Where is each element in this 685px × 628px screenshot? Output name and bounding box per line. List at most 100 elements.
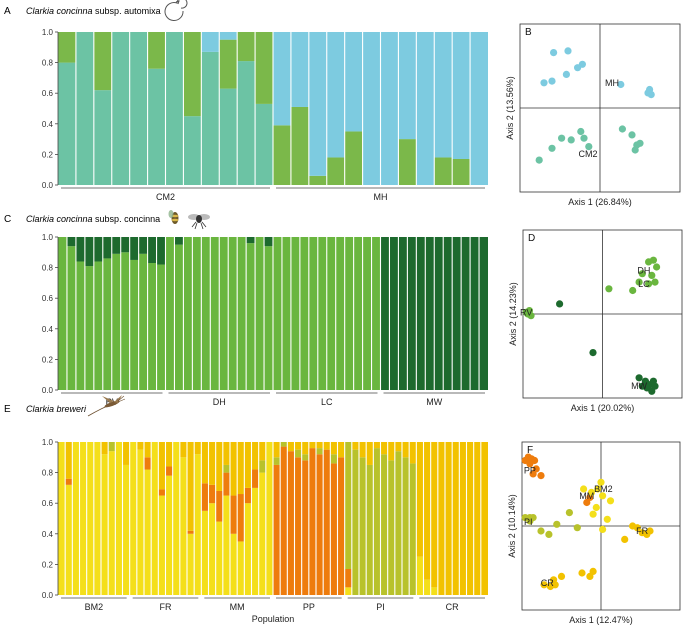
bar-segment	[237, 494, 245, 542]
bar-segment	[101, 442, 109, 455]
bar-segment	[301, 454, 309, 461]
bar-segment	[351, 442, 359, 450]
bar-segment	[380, 237, 390, 390]
bar-segment	[294, 442, 302, 450]
y-tick-label: 0.6	[42, 499, 54, 508]
bar-segment	[281, 237, 291, 390]
population-label: FR	[160, 602, 172, 612]
scatter-point	[638, 270, 646, 278]
scatter-point	[621, 535, 629, 544]
y-tick-label: 0.6	[42, 89, 54, 98]
bar-segment	[201, 32, 220, 52]
bar-segment	[65, 484, 73, 595]
bar-segment	[398, 139, 417, 185]
scatter-point	[529, 470, 537, 478]
bar-segment	[222, 495, 230, 595]
bar-segment	[470, 32, 488, 185]
scatter-point	[603, 515, 611, 523]
bar-segment	[84, 237, 94, 267]
bar-segment	[58, 32, 76, 63]
y-tick-label: 0.4	[42, 120, 54, 129]
cluster-label: FR	[636, 526, 648, 536]
bar-segment	[273, 237, 282, 390]
bar-segment	[387, 460, 395, 595]
bar-segment	[362, 32, 381, 185]
bar-segment	[208, 442, 216, 485]
bar-segment	[151, 442, 159, 595]
bar-segment	[144, 457, 152, 470]
bar-segment	[394, 442, 402, 452]
bar-segment	[251, 487, 259, 595]
bar-segment	[344, 237, 354, 390]
bar-segment	[194, 454, 202, 595]
bar-segment	[459, 442, 467, 595]
population-label: DH	[213, 397, 226, 407]
bar-segment	[208, 503, 216, 595]
bar-segment	[409, 463, 417, 595]
bar-segment	[120, 252, 130, 390]
bar-segment	[308, 448, 316, 595]
bar-segment	[353, 237, 363, 390]
scatter-point	[557, 572, 566, 581]
bar-segment	[380, 454, 388, 595]
bar-segment	[301, 460, 309, 595]
panel-c-admixture-plot: 0.00.20.40.60.81.0RVDHLCMW	[42, 233, 488, 407]
panel-a-title-rest: subsp. automixa	[93, 6, 161, 16]
bar-segment	[129, 32, 148, 185]
bar-segment	[326, 157, 345, 185]
scatter-point	[550, 576, 558, 584]
bar-segment	[129, 237, 139, 260]
bar-segment	[215, 521, 223, 595]
bar-segment	[120, 237, 130, 253]
panel-a: A Clarkia concinna subsp. automixa 0.00.…	[4, 0, 488, 202]
bar-segment	[210, 237, 220, 390]
panel-c-letter: C	[4, 214, 11, 225]
scatter-point	[567, 136, 575, 144]
bar-segment	[172, 442, 180, 595]
bar-segment	[416, 237, 426, 390]
bar-segment	[93, 442, 101, 595]
scatter-point	[565, 508, 574, 517]
bar-segment	[93, 32, 112, 91]
bar-segment	[434, 32, 453, 158]
bar-segment	[246, 237, 256, 244]
population-label: MM	[230, 602, 245, 612]
bar-segment	[371, 237, 381, 390]
scatter-point	[556, 300, 564, 308]
bar-segment	[273, 125, 291, 185]
scatter-point	[550, 49, 558, 57]
scatter-point	[589, 510, 597, 518]
bar-segment	[294, 457, 302, 595]
cluster-label: PI	[524, 517, 533, 527]
x-axis-label: Axis 1 (20.02%)	[571, 403, 635, 413]
bar-segment	[84, 266, 94, 390]
bar-segment	[79, 442, 87, 595]
scatter-point	[606, 497, 615, 505]
bar-segment	[174, 237, 184, 245]
bar-segment	[407, 237, 417, 390]
bar-segment	[299, 237, 309, 390]
bar-segment	[66, 246, 76, 390]
bar-segment	[452, 237, 462, 390]
x-axis-label: Population	[252, 614, 295, 624]
scatter-point	[580, 134, 588, 142]
bar-segment	[443, 237, 453, 390]
cluster-label: LC	[638, 279, 650, 289]
bar-segment	[138, 237, 148, 254]
scatter-point	[573, 524, 581, 532]
bar-segment	[108, 442, 116, 452]
scatter-point	[553, 520, 561, 528]
moth-icon	[87, 395, 126, 417]
bar-segment	[165, 237, 175, 390]
bar-segment	[402, 457, 410, 595]
scatter-point	[589, 567, 597, 576]
bar-segment	[93, 237, 103, 262]
scatter-point	[635, 278, 643, 286]
bar-segment	[122, 442, 130, 465]
bar-segment	[317, 237, 327, 390]
bar-segment	[129, 442, 137, 595]
y-tick-label: 0.4	[42, 530, 54, 539]
bar-segment	[344, 568, 352, 588]
bar-segment	[255, 32, 273, 104]
